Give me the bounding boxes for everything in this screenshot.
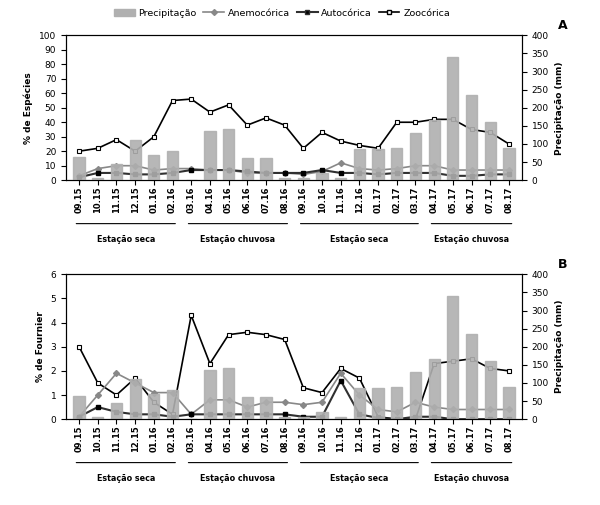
Bar bbox=[204, 370, 215, 419]
Text: Estação seca: Estação seca bbox=[330, 474, 389, 483]
Bar bbox=[503, 386, 515, 419]
Bar bbox=[335, 417, 346, 419]
Bar bbox=[73, 157, 85, 180]
Bar bbox=[466, 95, 477, 180]
Bar bbox=[447, 296, 458, 419]
Bar bbox=[485, 122, 496, 180]
Bar bbox=[279, 178, 290, 180]
Bar bbox=[92, 178, 103, 180]
Bar bbox=[92, 417, 103, 419]
Bar bbox=[391, 387, 403, 419]
Bar bbox=[316, 412, 328, 419]
Y-axis label: Precipitação (mm): Precipitação (mm) bbox=[554, 61, 563, 155]
Bar bbox=[298, 178, 309, 180]
Bar bbox=[148, 394, 160, 419]
Bar bbox=[466, 334, 477, 419]
Bar bbox=[410, 372, 421, 419]
Bar bbox=[485, 361, 496, 419]
Bar bbox=[279, 417, 290, 419]
Bar bbox=[130, 140, 141, 180]
Bar bbox=[316, 173, 328, 180]
Bar bbox=[447, 57, 458, 180]
Bar bbox=[242, 159, 253, 180]
Text: Estação seca: Estação seca bbox=[330, 235, 389, 244]
Y-axis label: % de Espécies: % de Espécies bbox=[24, 72, 34, 143]
Legend: Precipitação, Anemocórica, Autocórica, Zoocórica: Precipitação, Anemocórica, Autocórica, Z… bbox=[110, 5, 454, 21]
Bar bbox=[428, 120, 440, 180]
Bar bbox=[111, 403, 122, 419]
Bar bbox=[260, 397, 272, 419]
Bar bbox=[73, 395, 85, 419]
Bar bbox=[298, 417, 309, 419]
Bar bbox=[503, 147, 515, 180]
Bar bbox=[373, 149, 384, 180]
Text: Estação chuvosa: Estação chuvosa bbox=[434, 474, 509, 483]
Text: Estação seca: Estação seca bbox=[97, 474, 155, 483]
Text: Estação chuvosa: Estação chuvosa bbox=[200, 235, 275, 244]
Bar bbox=[354, 388, 365, 419]
Bar bbox=[373, 388, 384, 419]
Text: A: A bbox=[558, 20, 568, 32]
Bar bbox=[223, 129, 234, 180]
Bar bbox=[130, 379, 141, 419]
Text: Estação chuvosa: Estação chuvosa bbox=[434, 235, 509, 244]
Text: B: B bbox=[558, 259, 568, 271]
Text: Estação seca: Estação seca bbox=[97, 235, 155, 244]
Bar bbox=[223, 369, 234, 419]
Bar bbox=[242, 397, 253, 419]
Bar bbox=[335, 178, 346, 180]
Bar bbox=[354, 149, 365, 180]
Bar bbox=[167, 151, 178, 180]
Bar bbox=[410, 133, 421, 180]
Y-axis label: Precipitação (mm): Precipitação (mm) bbox=[554, 300, 563, 393]
Bar bbox=[391, 148, 403, 180]
Text: Estação chuvosa: Estação chuvosa bbox=[200, 474, 275, 483]
Bar bbox=[260, 159, 272, 180]
Bar bbox=[167, 390, 178, 419]
Y-axis label: % de Fournier: % de Fournier bbox=[36, 311, 45, 382]
Bar bbox=[204, 131, 215, 180]
Bar bbox=[428, 360, 440, 419]
Bar bbox=[148, 155, 160, 180]
Bar bbox=[111, 164, 122, 180]
